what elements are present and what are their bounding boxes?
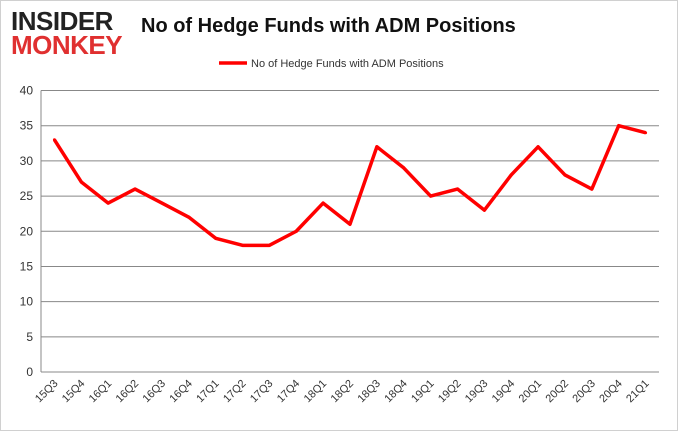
x-tick-label: 20Q3 [570,378,598,406]
y-tick-label: 10 [20,295,34,309]
data-point [482,208,486,212]
data-point [348,222,352,226]
x-tick-label: 16Q4 [167,378,195,406]
data-point [214,236,218,240]
legend-label: No of Hedge Funds with ADM Positions [251,58,444,70]
y-tick-label: 20 [20,224,34,238]
data-point [187,215,191,219]
y-tick-label: 25 [20,189,34,203]
data-point [429,194,433,198]
x-tick-label: 15Q4 [60,378,88,406]
x-tick-label: 18Q1 [302,378,330,406]
x-tick-label: 17Q3 [248,378,276,406]
data-point [455,187,459,191]
data-point [402,166,406,170]
data-point [590,187,594,191]
data-point [563,173,567,177]
x-tick-label: 20Q1 [517,378,545,406]
series-line [52,123,647,248]
x-tick-label: 16Q3 [141,378,169,406]
x-tick-label: 18Q4 [382,378,410,406]
x-tick-label: 16Q2 [114,378,142,406]
data-point [644,131,648,135]
data-point [241,243,245,247]
x-tick-label: 21Q1 [624,378,652,406]
data-point [267,243,271,247]
data-point [133,187,137,191]
data-point [509,173,513,177]
data-point [321,201,325,205]
y-tick-label: 35 [20,119,34,133]
x-tick-label: 17Q4 [275,378,303,406]
x-tick-label: 19Q3 [463,378,491,406]
insider-monkey-logo: INSIDER MONKEY [11,6,123,60]
y-tick-label: 15 [20,259,34,273]
data-point [106,201,110,205]
data-point [160,201,164,205]
x-tick-label: 20Q4 [597,378,625,406]
x-tick-label: 18Q2 [329,378,357,406]
logo-line1: INSIDER [11,6,113,36]
y-tick-label: 40 [20,84,34,98]
x-tick-label: 19Q4 [490,378,518,406]
y-tick-label: 0 [26,365,33,379]
y-tick-label: 5 [26,330,33,344]
logo-line2: MONKEY [11,30,123,60]
x-tick-label: 17Q1 [194,378,222,406]
data-point [375,145,379,149]
x-tick-label: 18Q3 [355,378,383,406]
x-tick-label: 20Q2 [544,378,572,406]
x-tick-label: 16Q1 [87,378,115,406]
y-tick-label: 30 [20,154,34,168]
data-point [617,124,621,128]
data-point [79,180,83,184]
data-point [52,138,56,142]
x-tick-label: 19Q2 [436,378,464,406]
x-tick-label: 17Q2 [221,378,249,406]
x-tick-label: 15Q3 [33,378,61,406]
data-point [294,229,298,233]
data-point [536,145,540,149]
chart-title: No of Hedge Funds with ADM Positions [141,15,516,37]
x-tick-label: 19Q1 [409,378,437,406]
